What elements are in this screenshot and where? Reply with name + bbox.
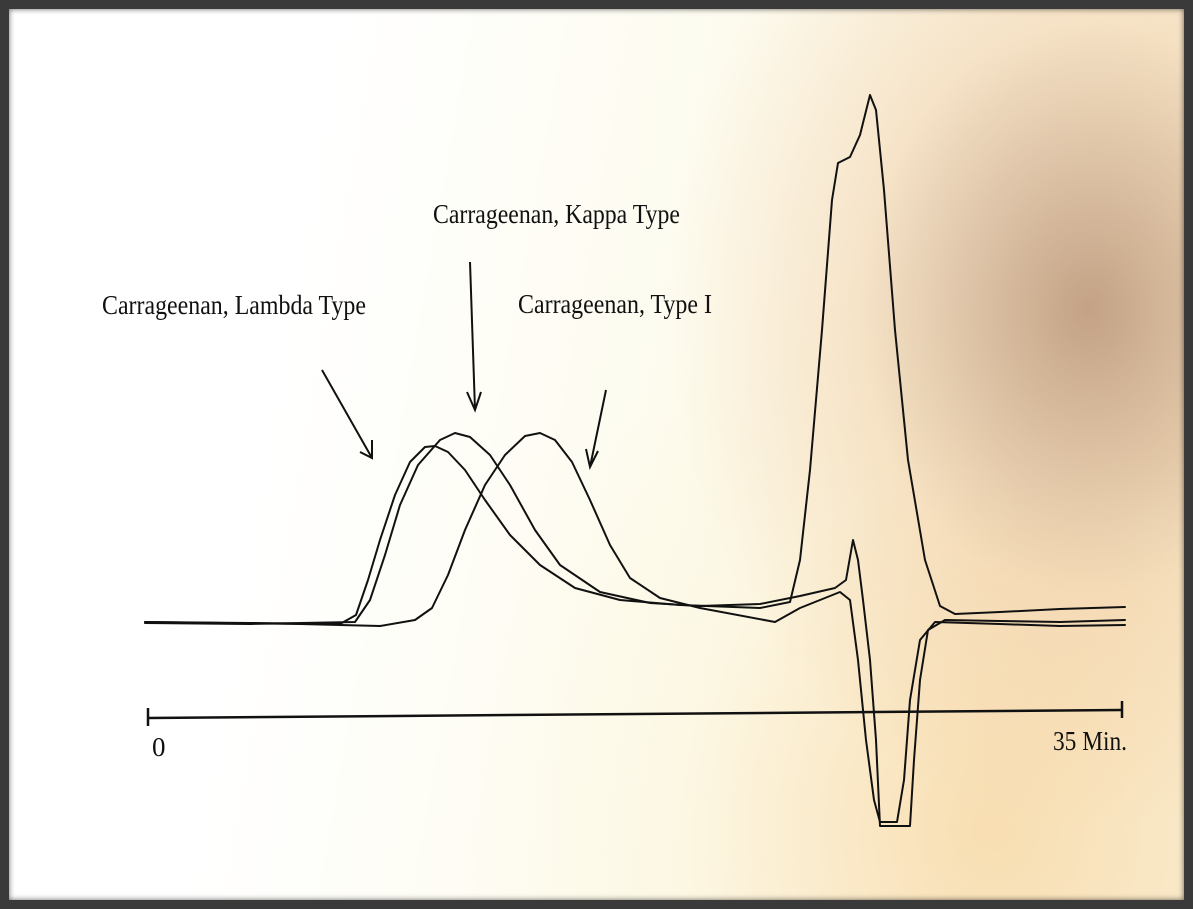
trace-lambda bbox=[144, 94, 1126, 625]
annotation: Carrageenan, Kappa Type bbox=[433, 199, 680, 229]
trace-type-i bbox=[144, 432, 1126, 823]
axis-start-label: 0 bbox=[152, 732, 166, 762]
trace-kappa bbox=[144, 432, 1126, 827]
arrow-type-i bbox=[585, 389, 607, 470]
annotation: Carrageenan, Type I bbox=[518, 289, 712, 319]
arrows bbox=[321, 261, 607, 470]
annotation: Carrageenan, Lambda Type bbox=[102, 290, 366, 320]
arrow-kappa bbox=[466, 261, 482, 413]
time-axis bbox=[147, 708, 1123, 720]
arrow-lambda bbox=[321, 369, 373, 460]
axis-end-label: 35 Min. bbox=[1053, 726, 1127, 756]
